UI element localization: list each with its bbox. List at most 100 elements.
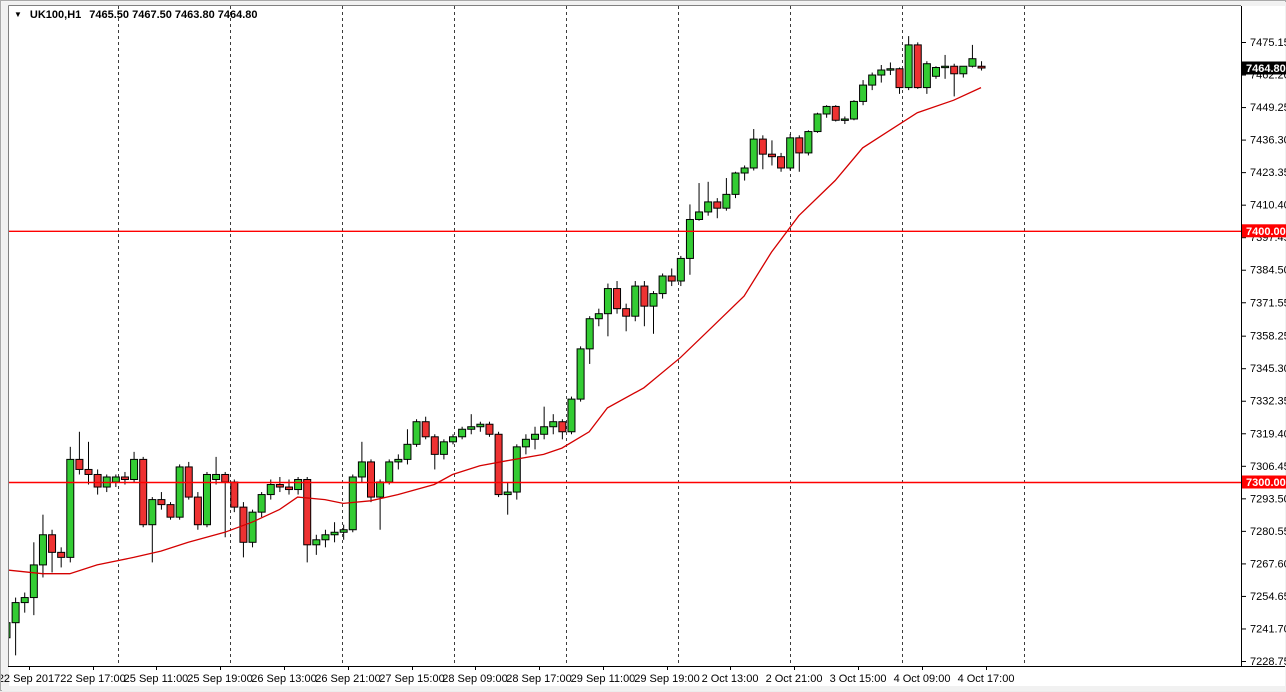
candle xyxy=(676,255,685,287)
candle xyxy=(157,492,166,510)
candle xyxy=(877,64,886,83)
candle xyxy=(139,456,148,528)
candle xyxy=(458,426,467,440)
candle xyxy=(130,451,139,483)
candle xyxy=(412,419,421,447)
candle xyxy=(695,183,704,221)
price-tick-label: 7475.15 xyxy=(1250,37,1286,49)
symbol-timeframe-label: UK100,H1 xyxy=(29,9,82,21)
candle xyxy=(959,65,968,78)
svg-text:7464.80: 7464.80 xyxy=(1246,63,1286,75)
candle xyxy=(622,303,631,332)
price-badge: 7464.80 xyxy=(1242,61,1286,75)
candle xyxy=(649,291,658,334)
price-tick-label: 7371.55 xyxy=(1250,297,1286,309)
price-tick-label: 7267.60 xyxy=(1250,558,1286,570)
chart-title: ▼ UK100,H1 7465.50 7467.50 7463.80 7464.… xyxy=(14,9,258,21)
candle xyxy=(476,421,485,432)
price-tick-label: 7410.40 xyxy=(1250,200,1286,212)
candle xyxy=(357,441,366,483)
plot-background[interactable] xyxy=(9,6,1285,666)
candle xyxy=(795,135,804,172)
candle xyxy=(585,316,594,364)
candle xyxy=(9,622,11,639)
time-axis-area[interactable] xyxy=(9,666,1285,686)
candle xyxy=(38,514,47,578)
candle xyxy=(913,42,922,89)
candle xyxy=(20,592,29,613)
candle xyxy=(512,444,521,500)
candle xyxy=(977,61,986,71)
moving-average-line xyxy=(9,87,982,575)
candle xyxy=(904,36,913,91)
candle xyxy=(895,67,904,94)
candle xyxy=(467,414,476,435)
candle xyxy=(740,165,749,181)
candle xyxy=(631,281,640,322)
candle xyxy=(11,597,20,656)
time-tick-label: 27 Sep 15:00 xyxy=(379,673,444,685)
candle xyxy=(950,63,959,97)
time-tick-label: 29 Sep 11:00 xyxy=(571,673,636,685)
candles xyxy=(9,36,986,656)
price-tick-label: 7384.50 xyxy=(1250,265,1286,277)
candle xyxy=(367,459,375,503)
candle xyxy=(48,529,57,573)
candle xyxy=(804,130,813,156)
candle xyxy=(84,441,93,485)
candle xyxy=(385,459,394,485)
candle xyxy=(321,529,330,548)
candle xyxy=(66,446,75,563)
symbol-dropdown-icon[interactable]: ▼ xyxy=(14,10,22,19)
time-tick-label: 2 Oct 13:00 xyxy=(702,673,759,685)
candle xyxy=(767,140,776,166)
time-tick-label: 28 Sep 17:00 xyxy=(506,673,571,685)
candle xyxy=(257,492,266,518)
candle xyxy=(294,476,303,495)
time-tick-label: 25 Sep 11:00 xyxy=(124,673,189,685)
candle xyxy=(202,471,211,528)
candle xyxy=(403,429,412,465)
candle xyxy=(567,396,576,435)
time-tick-label: 25 Sep 19:00 xyxy=(187,673,252,685)
price-tick-label: 7449.25 xyxy=(1250,102,1286,114)
price-tick-label: 7436.30 xyxy=(1250,135,1286,147)
candle xyxy=(704,181,713,216)
candle xyxy=(603,283,612,337)
candle xyxy=(230,479,239,513)
candle xyxy=(576,346,585,402)
price-tick-label: 7332.35 xyxy=(1250,396,1286,408)
price-tick-label: 7423.35 xyxy=(1250,167,1286,179)
candle xyxy=(521,434,530,455)
candle xyxy=(731,171,740,199)
candle xyxy=(29,542,38,616)
candle xyxy=(394,454,403,470)
candle xyxy=(840,116,849,125)
candle xyxy=(667,268,676,287)
candle xyxy=(75,431,84,475)
candle xyxy=(613,281,622,314)
time-tick-label: 4 Oct 17:00 xyxy=(958,673,1015,685)
price-axis[interactable]: 7475.157462.207449.257436.307423.357410.… xyxy=(1242,37,1286,668)
candle xyxy=(658,273,667,299)
price-tick-label: 7319.40 xyxy=(1250,428,1286,440)
candle xyxy=(303,476,312,563)
candle xyxy=(540,406,549,440)
candle xyxy=(831,105,840,122)
candle xyxy=(886,62,895,76)
candle xyxy=(685,204,694,275)
candle xyxy=(713,198,722,219)
candle xyxy=(722,178,731,211)
candle xyxy=(859,80,868,106)
price-tick-label: 7280.55 xyxy=(1250,526,1286,538)
candle xyxy=(439,439,448,460)
candle xyxy=(558,419,567,440)
time-tick-label: 22 Sep 2017 xyxy=(1,673,60,685)
candle xyxy=(275,476,284,493)
candle xyxy=(421,416,430,440)
time-tick-label: 26 Sep 21:00 xyxy=(315,673,380,685)
candle xyxy=(786,134,795,171)
time-tick-label: 28 Sep 09:00 xyxy=(442,673,507,685)
